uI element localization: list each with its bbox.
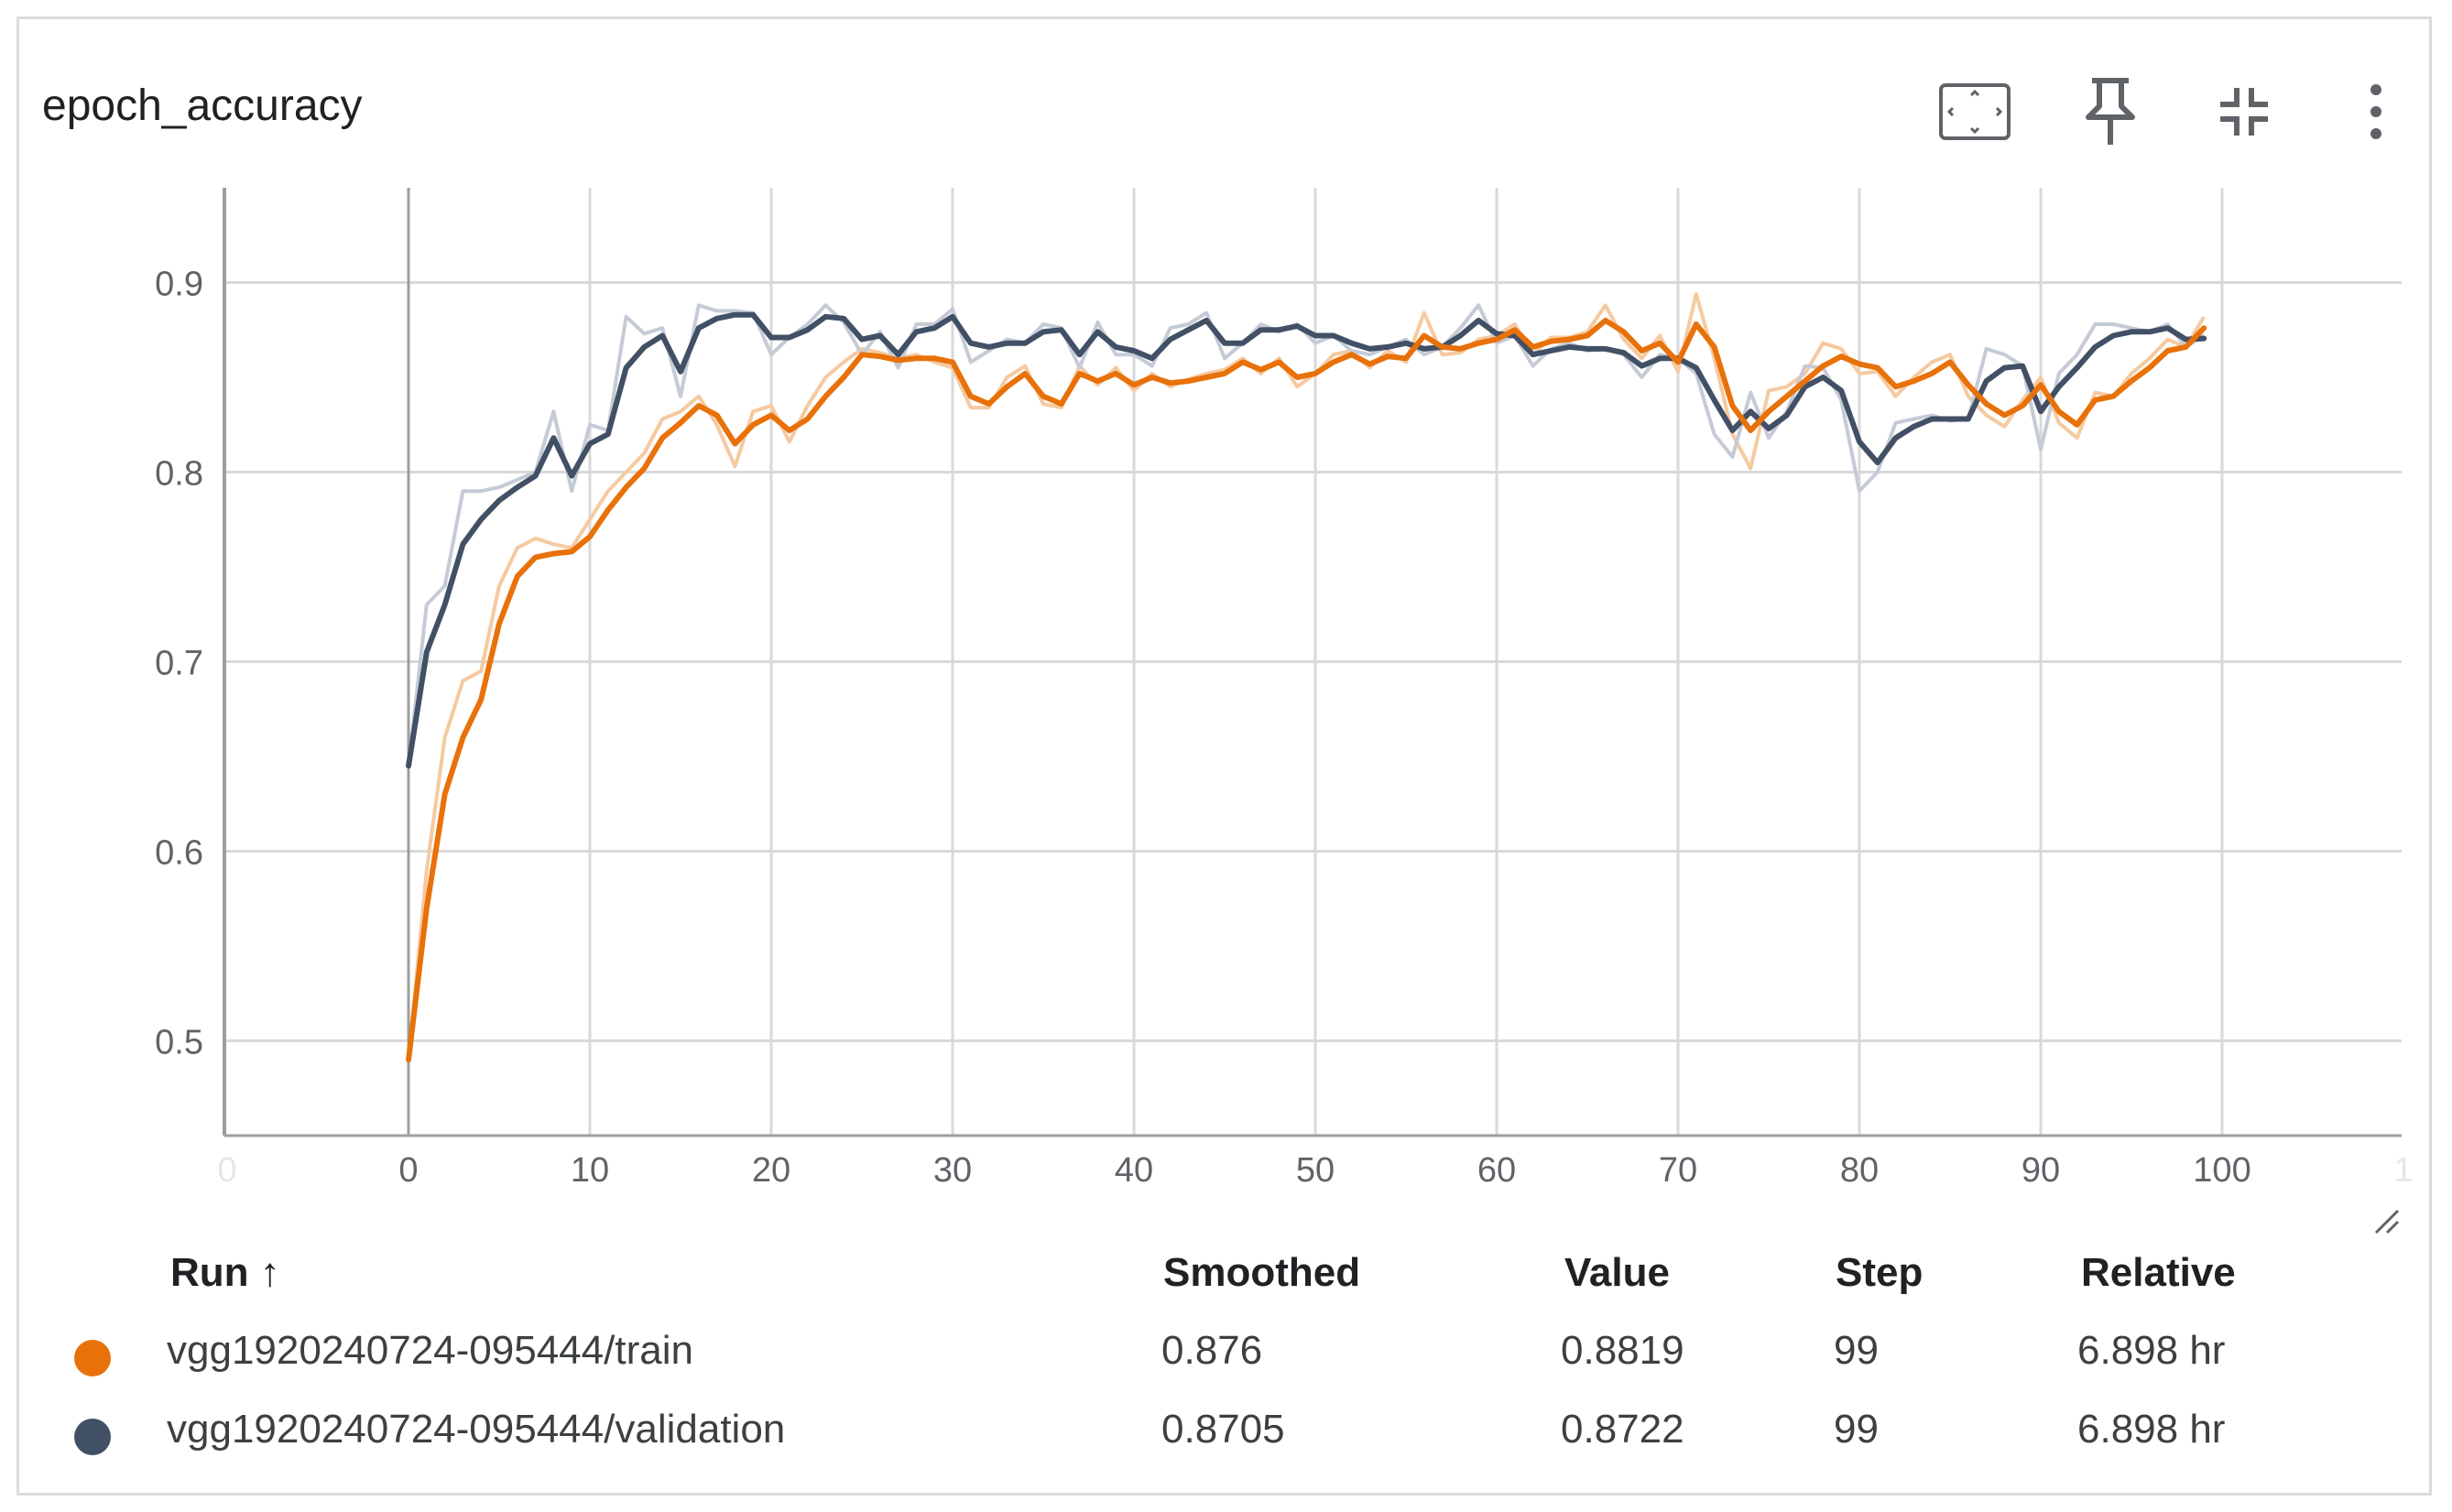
- fit-domain-icon: [1939, 83, 2011, 140]
- y-tick-label: 0.6: [155, 834, 203, 873]
- x-tick-label: 80: [1840, 1151, 1879, 1190]
- smoothed-train: 0.876: [1161, 1328, 1263, 1373]
- x-tick-label: 10: [571, 1151, 609, 1190]
- series-smoothed-line-validation: [406, 311, 2207, 769]
- more-vert-icon: [2370, 84, 2381, 139]
- step-train: 99: [1834, 1328, 1879, 1373]
- x-tick-label: 90: [2022, 1151, 2060, 1190]
- collapse-icon: [2220, 88, 2268, 136]
- series-raw-line-train: [407, 291, 2206, 1061]
- x-tick-label: 50: [1296, 1151, 1335, 1190]
- run-color-dot-train[interactable]: [74, 1340, 111, 1376]
- x-tick-label: 20: [752, 1151, 790, 1190]
- value-train: 0.8819: [1561, 1328, 1684, 1373]
- collapse-button[interactable]: [2206, 73, 2283, 150]
- x-tick-label: 60: [1477, 1151, 1516, 1190]
- relative-validation: 6.898 hr: [2077, 1407, 2226, 1452]
- series-smoothed-line-train: [406, 317, 2207, 1063]
- x-tick-label: 1: [2393, 1151, 2413, 1190]
- col-header-relative[interactable]: Relative: [2081, 1250, 2236, 1295]
- run-name-train: vgg1920240724-095444/train: [167, 1328, 693, 1373]
- run-name-validation: vgg1920240724-095444/validation: [167, 1407, 786, 1452]
- relative-train: 6.898 hr: [2077, 1328, 2226, 1373]
- more-options-button[interactable]: [2338, 73, 2414, 150]
- smoothed-validation: 0.8705: [1161, 1407, 1285, 1452]
- y-tick-label: 0.7: [155, 645, 203, 683]
- x-tick-label: 100: [2193, 1151, 2250, 1190]
- line-chart[interactable]: 0.5 0.6 0.7 0.8 0.9 0 0 10 20 30 40 50 60 70 80 90 100 1: [0, 0, 2452, 1227]
- fit-domain-button[interactable]: [1936, 73, 2013, 150]
- pin-button[interactable]: [2072, 73, 2149, 150]
- col-header-step[interactable]: Step: [1836, 1250, 1923, 1295]
- y-tick-label: 0.9: [155, 266, 203, 304]
- run-color-dot-validation[interactable]: [74, 1419, 111, 1455]
- chart-title: epoch_accuracy: [42, 82, 363, 130]
- x-tick-label: 40: [1115, 1151, 1153, 1190]
- step-validation: 99: [1834, 1407, 1879, 1452]
- x-tick-label: 70: [1659, 1151, 1697, 1190]
- y-tick-label: 0.5: [155, 1024, 203, 1062]
- y-tick-label: 0.8: [155, 455, 203, 494]
- x-tick-label: 0: [217, 1151, 236, 1190]
- col-header-value[interactable]: Value: [1564, 1250, 1670, 1295]
- col-header-run[interactable]: Run ↑: [170, 1250, 280, 1295]
- value-validation: 0.8722: [1561, 1407, 1684, 1452]
- resize-handle-icon[interactable]: [2372, 1207, 2402, 1236]
- x-tick-label: 0: [398, 1151, 418, 1190]
- x-tick-label: 30: [933, 1151, 972, 1190]
- pin-icon: [2086, 78, 2135, 145]
- col-header-smoothed[interactable]: Smoothed: [1163, 1250, 1361, 1295]
- chart-card: [16, 16, 2432, 1496]
